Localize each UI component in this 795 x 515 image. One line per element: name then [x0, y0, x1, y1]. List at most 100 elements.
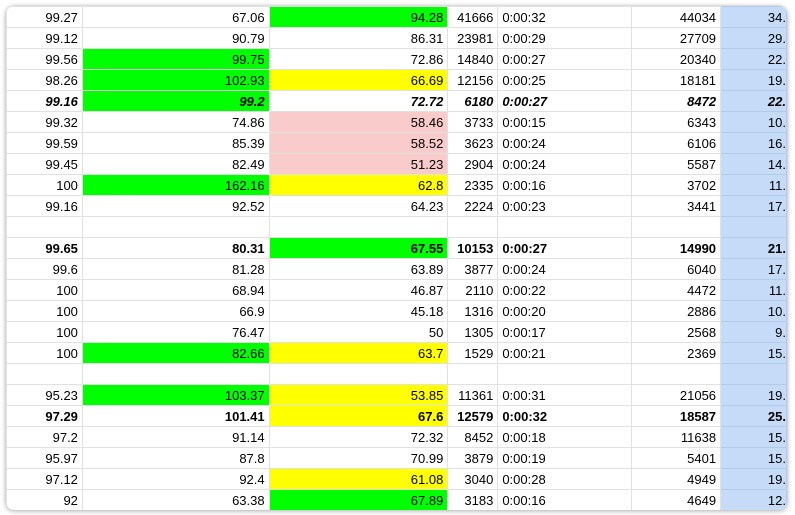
cell-col-d[interactable]: 14840 [447, 48, 499, 70]
cell-col-b[interactable]: 91.14 [81, 426, 270, 448]
cell-col-c[interactable]: 70.99 [268, 447, 449, 469]
cell-col-g[interactable]: 25. [720, 405, 787, 427]
cell-col-a[interactable]: 99.16 [6, 90, 83, 112]
cell-col-g[interactable]: 21. [720, 237, 787, 259]
cell-col-a[interactable] [6, 216, 83, 238]
cell-col-a[interactable]: 97.12 [6, 468, 83, 490]
cell-col-e[interactable]: 0:00:21 [497, 342, 633, 364]
cell-col-g[interactable] [720, 216, 787, 238]
cell-col-a[interactable]: 99.16 [6, 195, 83, 217]
cell-col-f[interactable]: 4649 [631, 489, 722, 510]
cell-col-c[interactable]: 63.7 [268, 342, 449, 364]
cell-col-c[interactable] [268, 363, 449, 385]
cell-col-b[interactable]: 92.4 [81, 468, 270, 490]
cell-col-f[interactable] [631, 216, 722, 238]
cell-col-e[interactable]: 0:00:16 [497, 489, 633, 510]
cell-col-d[interactable]: 2224 [447, 195, 499, 217]
cell-col-d[interactable]: 3040 [447, 468, 499, 490]
cell-col-f[interactable]: 4949 [631, 468, 722, 490]
cell-col-f[interactable]: 5587 [631, 153, 722, 175]
cell-col-g[interactable]: 34. [720, 6, 787, 28]
cell-col-a[interactable]: 99.27 [6, 6, 83, 28]
cell-col-c[interactable]: 66.69 [268, 69, 449, 91]
cell-col-a[interactable]: 100 [6, 300, 83, 322]
cell-col-g[interactable]: 17. [720, 258, 787, 280]
cell-col-e[interactable]: 0:00:23 [497, 195, 633, 217]
cell-col-b[interactable]: 82.49 [81, 153, 270, 175]
cell-col-c[interactable]: 72.32 [268, 426, 449, 448]
cell-col-b[interactable]: 80.31 [81, 237, 270, 259]
cell-col-g[interactable]: 19. [720, 384, 787, 406]
cell-col-d[interactable]: 3183 [447, 489, 499, 510]
cell-col-g[interactable]: 15. [720, 447, 787, 469]
cell-col-c[interactable]: 63.89 [268, 258, 449, 280]
cell-col-e[interactable]: 0:00:27 [497, 90, 633, 112]
cell-col-b[interactable]: 90.79 [81, 27, 270, 49]
cell-col-g[interactable]: 19. [720, 69, 787, 91]
cell-col-b[interactable] [81, 216, 270, 238]
cell-col-c[interactable]: 62.8 [268, 174, 449, 196]
cell-col-e[interactable]: 0:00:31 [497, 384, 633, 406]
cell-col-c[interactable]: 58.52 [268, 132, 449, 154]
cell-col-e[interactable]: 0:00:16 [497, 174, 633, 196]
cell-col-e[interactable]: 0:00:24 [497, 258, 633, 280]
cell-col-a[interactable]: 100 [6, 174, 83, 196]
cell-col-a[interactable]: 95.97 [6, 447, 83, 469]
cell-col-a[interactable]: 100 [6, 342, 83, 364]
cell-col-d[interactable] [447, 216, 499, 238]
cell-col-c[interactable]: 58.46 [268, 111, 449, 133]
cell-col-c[interactable]: 67.6 [268, 405, 449, 427]
cell-col-a[interactable]: 99.6 [6, 258, 83, 280]
cell-col-c[interactable]: 86.31 [268, 27, 449, 49]
cell-col-b[interactable]: 162.16 [81, 174, 270, 196]
cell-col-f[interactable] [631, 363, 722, 385]
cell-col-g[interactable]: 12. [720, 489, 787, 510]
cell-col-d[interactable]: 11361 [447, 384, 499, 406]
cell-col-c[interactable]: 61.08 [268, 468, 449, 490]
cell-col-f[interactable]: 6343 [631, 111, 722, 133]
cell-col-g[interactable]: 15. [720, 426, 787, 448]
cell-col-a[interactable]: 99.12 [6, 27, 83, 49]
cell-col-c[interactable]: 45.18 [268, 300, 449, 322]
cell-col-f[interactable]: 11638 [631, 426, 722, 448]
cell-col-e[interactable]: 0:00:19 [497, 447, 633, 469]
cell-col-b[interactable]: 67.06 [81, 6, 270, 28]
cell-col-c[interactable]: 53.85 [268, 384, 449, 406]
cell-col-b[interactable]: 92.52 [81, 195, 270, 217]
cell-col-d[interactable]: 6180 [447, 90, 499, 112]
cell-col-b[interactable]: 101.41 [81, 405, 270, 427]
cell-col-e[interactable]: 0:00:17 [497, 321, 633, 343]
cell-col-f[interactable]: 3441 [631, 195, 722, 217]
cell-col-g[interactable]: 10. [720, 111, 787, 133]
cell-col-g[interactable] [720, 363, 787, 385]
cell-col-f[interactable]: 6040 [631, 258, 722, 280]
cell-col-c[interactable]: 50 [268, 321, 449, 343]
cell-col-d[interactable]: 10153 [447, 237, 499, 259]
cell-col-e[interactable]: 0:00:27 [497, 237, 633, 259]
cell-col-f[interactable]: 27709 [631, 27, 722, 49]
cell-col-f[interactable]: 44034 [631, 6, 722, 28]
cell-col-c[interactable]: 72.86 [268, 48, 449, 70]
cell-col-e[interactable]: 0:00:18 [497, 426, 633, 448]
cell-col-e[interactable]: 0:00:24 [497, 132, 633, 154]
cell-col-d[interactable]: 3877 [447, 258, 499, 280]
cell-col-f[interactable]: 8472 [631, 90, 722, 112]
cell-col-d[interactable]: 23981 [447, 27, 499, 49]
cell-col-c[interactable]: 67.55 [268, 237, 449, 259]
cell-col-b[interactable]: 99.2 [81, 90, 270, 112]
cell-col-d[interactable]: 1316 [447, 300, 499, 322]
cell-col-c[interactable]: 51.23 [268, 153, 449, 175]
cell-col-e[interactable]: 0:00:15 [497, 111, 633, 133]
cell-col-a[interactable]: 99.32 [6, 111, 83, 133]
cell-col-b[interactable]: 99.75 [81, 48, 270, 70]
cell-col-e[interactable]: 0:00:20 [497, 300, 633, 322]
cell-col-f[interactable]: 21056 [631, 384, 722, 406]
cell-col-b[interactable]: 87.8 [81, 447, 270, 469]
cell-col-a[interactable]: 99.65 [6, 237, 83, 259]
cell-col-g[interactable]: 11. [720, 279, 787, 301]
cell-col-a[interactable]: 97.29 [6, 405, 83, 427]
cell-col-f[interactable]: 5401 [631, 447, 722, 469]
cell-col-d[interactable]: 2110 [447, 279, 499, 301]
cell-col-d[interactable]: 3879 [447, 447, 499, 469]
cell-col-e[interactable] [497, 216, 633, 238]
